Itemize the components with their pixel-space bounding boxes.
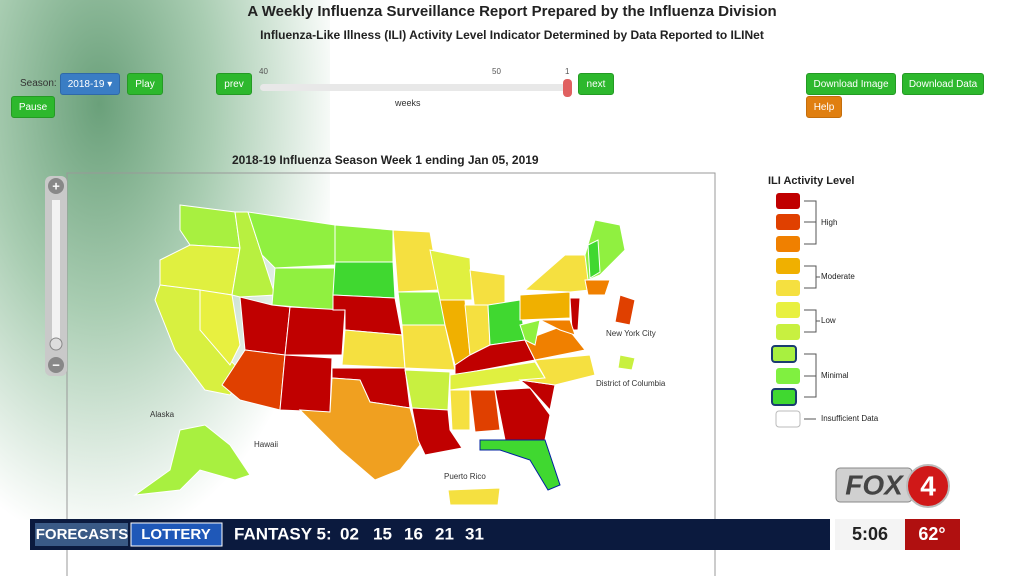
map-title: 2018-19 Influenza Season Week 1 ending J…	[232, 153, 539, 167]
map-label: Alaska	[150, 410, 175, 419]
ticker-tab: LOTTERY	[141, 526, 210, 543]
slider-tick: 50	[492, 67, 501, 76]
season-select[interactable]: 2018-19 ▾	[60, 73, 120, 95]
lottery-number: 15	[373, 524, 392, 543]
ticker-temperature: 62°	[918, 524, 945, 544]
zoom-out[interactable]	[48, 357, 64, 373]
logo-text: FOX	[845, 469, 905, 500]
download-image-button[interactable]: Download Image	[806, 73, 896, 95]
ticker-tab: FORECASTS	[36, 526, 129, 543]
legend-label: Insufficient Data	[821, 414, 879, 423]
legend-label: Minimal	[821, 371, 849, 380]
zoom-control	[45, 176, 67, 376]
ticker-time: 5:06	[852, 524, 888, 544]
lottery-number: 31	[465, 524, 484, 543]
zoom-out-label[interactable]: −	[52, 357, 60, 372]
slider-handle[interactable]	[563, 79, 572, 97]
zoom-in-label[interactable]: +	[52, 178, 60, 193]
map-label: New York City	[606, 329, 656, 338]
next-button[interactable]: next	[578, 73, 614, 95]
season-label: Season:	[20, 78, 57, 89]
slider-tick: 40	[259, 67, 268, 76]
page-title: A Weekly Influenza Surveillance Report P…	[247, 3, 777, 20]
lottery-number: 02	[340, 524, 359, 543]
lottery-number: 21	[435, 524, 454, 543]
legend-label: Moderate	[821, 272, 855, 281]
map-label: Puerto Rico	[444, 472, 486, 481]
legend-label: High	[821, 218, 837, 227]
slider-tick: 1	[565, 67, 570, 76]
prev-button[interactable]: prev	[216, 73, 252, 95]
play-button[interactable]: Play	[127, 73, 163, 95]
zoom-in[interactable]	[48, 178, 64, 194]
map-label: District of Columbia	[596, 379, 666, 388]
lottery-number: 16	[404, 524, 423, 543]
station-logo	[835, 464, 950, 508]
slider-label: weeks	[395, 98, 421, 108]
legend	[771, 193, 820, 428]
us-map	[133, 204, 636, 506]
legend-label: Low	[821, 316, 836, 325]
map-label: Hawaii	[254, 440, 278, 449]
legend-title: ILI Activity Level	[768, 175, 854, 187]
pause-button[interactable]: Pause	[11, 96, 55, 118]
download-data-button[interactable]: Download Data	[902, 73, 984, 95]
season-value[interactable]: 2018-19	[67, 78, 105, 90]
logo-number: 4	[920, 470, 936, 501]
page-subtitle: Influenza-Like Illness (ILI) Activity Le…	[260, 28, 764, 42]
week-slider[interactable]	[260, 84, 570, 91]
news-ticker	[30, 519, 960, 550]
map-frame	[66, 172, 716, 576]
ticker-game: FANTASY 5:	[234, 524, 332, 543]
help-button[interactable]: Help	[806, 96, 842, 118]
